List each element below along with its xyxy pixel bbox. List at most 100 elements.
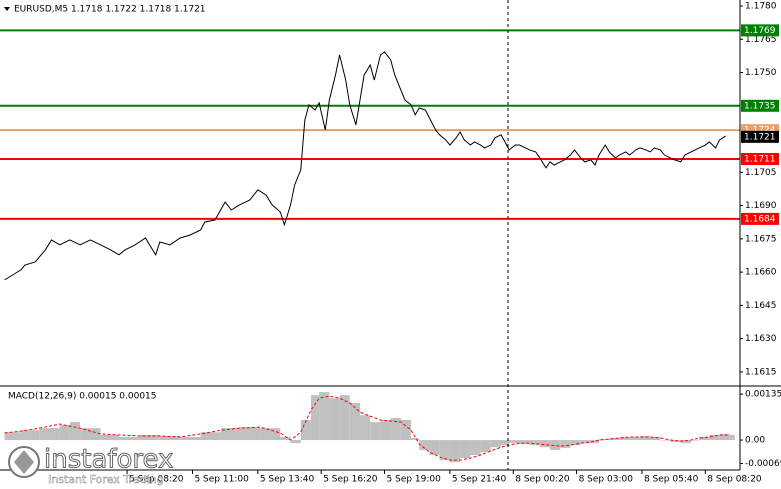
macd-bar: [59, 425, 70, 441]
macd-bar: [570, 440, 581, 446]
y-tick-label: 1.1660: [745, 268, 777, 278]
y-tick-label: 1.1780: [745, 1, 777, 11]
macd-bar: [729, 434, 735, 441]
x-tick-label: 5 Sep 21:40: [452, 475, 507, 485]
y-tick-label: 0.00: [745, 436, 765, 446]
macd-bar: [560, 440, 571, 448]
level-label-box: [741, 153, 779, 166]
macd-bar: [319, 392, 330, 441]
macd-bar: [200, 432, 222, 441]
macd-bar: [390, 417, 401, 441]
x-tick-label: 5 Sep 13:40: [260, 475, 315, 485]
macd-bar: [380, 419, 391, 441]
macd-panel: 0.00135 0.00 -0.00069: [4, 390, 781, 469]
macd-bar: [69, 422, 81, 441]
level-label: 1.1735: [744, 101, 776, 111]
macd-bar: [339, 395, 350, 441]
macd-bar: [509, 440, 520, 444]
macd-bar: [419, 440, 430, 450]
macd-bar: [360, 415, 371, 441]
title-arrow: [4, 7, 10, 11]
macd-bar: [118, 436, 140, 441]
y-tick-label: 1.1690: [745, 201, 777, 211]
macd-bar: [670, 440, 681, 443]
x-tick-label: 5 Sep 19:00: [387, 475, 442, 485]
macd-bar: [411, 438, 420, 441]
y-tick-label: 1.1645: [745, 301, 777, 311]
macd-bar: [159, 435, 181, 441]
macd-bar: [259, 428, 281, 441]
level-label: 1.1724: [744, 126, 776, 136]
macd-bar: [480, 440, 491, 452]
x-tick-label: 5 Sep 16:20: [323, 475, 378, 485]
macd-bar: [4, 432, 21, 441]
watermark: instaforex Instant Forex Trading: [8, 444, 174, 486]
last-price-box: [741, 130, 779, 143]
price-panel: 1.1780 1.1765 1.1750 1.1705 1.1690 1.1675 1.16…: [0, 1, 779, 377]
macd-bar: [609, 438, 620, 441]
macd-bar: [100, 434, 119, 441]
macd-bar: [470, 440, 481, 456]
x-tick-label: 5 Sep 11:00: [194, 475, 249, 485]
level-label-box: [741, 99, 779, 112]
logo-mark: [14, 450, 34, 474]
macd-bar: [590, 440, 600, 444]
last-price-label: 1.1721: [744, 132, 776, 142]
macd-bar: [239, 427, 260, 441]
y-tick-label: 1.1675: [745, 234, 777, 244]
price-line: [4, 51, 727, 281]
macd-title: MACD(12,26,9) 0.00015 0.00015: [8, 392, 157, 402]
macd-bar: [429, 440, 440, 456]
macd-bar: [300, 419, 311, 441]
watermark-tagline: Instant Forex Trading: [48, 473, 164, 486]
macd-bar: [580, 440, 591, 444]
macd-bar: [449, 440, 461, 463]
macd-bar: [370, 422, 381, 441]
level-label: 1.1711: [744, 155, 776, 165]
macd-bar: [400, 419, 412, 441]
macd-bar: [139, 434, 160, 441]
macd-bar: [719, 433, 730, 441]
macd-bar: [39, 428, 60, 441]
macd-bar: [650, 436, 661, 441]
level-label-box: [741, 212, 779, 225]
x-tick-label: 8 Sep 00:20: [515, 475, 570, 485]
macd-bar: [519, 440, 530, 445]
macd-bar: [329, 398, 340, 441]
macd-bar: [500, 440, 510, 446]
x-tick-label: 8 Sep 08:20: [707, 475, 762, 485]
macd-bar: [599, 439, 610, 441]
y-tick-label: 1.1615: [745, 367, 777, 377]
x-tick-label: 8 Sep 05:40: [644, 475, 699, 485]
macd-bar: [680, 440, 692, 444]
watermark-brand: instaforex: [44, 445, 173, 475]
macd-bar: [310, 395, 320, 441]
macd-bar: [550, 440, 561, 450]
macd-bar: [460, 440, 471, 459]
macd-bar: [529, 440, 540, 446]
level-label: 1.1769: [744, 26, 776, 36]
signal-line: [4, 395, 730, 461]
macd-bar: [221, 428, 240, 441]
x-tick-label: 8 Sep 03:00: [579, 475, 634, 485]
macd-bar: [349, 402, 361, 441]
y-tick-label: 1.1705: [745, 168, 777, 178]
x-tick-label: 5 Sep 08:20: [129, 475, 184, 485]
chart-title: EURUSD,M5 1.1718 1.1722 1.1718 1.1721: [14, 5, 206, 15]
macd-bar: [709, 434, 720, 441]
macd-bar: [80, 428, 101, 441]
y-tick-label: 0.00135: [745, 390, 781, 400]
y-tick-label: -0.00069: [745, 459, 781, 469]
macd-bar: [280, 436, 291, 441]
y-tick-label: 1.1630: [745, 334, 777, 344]
macd-bar: [290, 440, 301, 444]
y-tick-label: 1.1765: [745, 35, 777, 45]
macd-bar: [619, 436, 630, 441]
macd-bar: [691, 440, 700, 441]
level-label: 1.1684: [744, 214, 776, 224]
macd-bar: [639, 435, 651, 441]
macd-bar: [699, 436, 710, 441]
macd-bar: [539, 440, 551, 448]
